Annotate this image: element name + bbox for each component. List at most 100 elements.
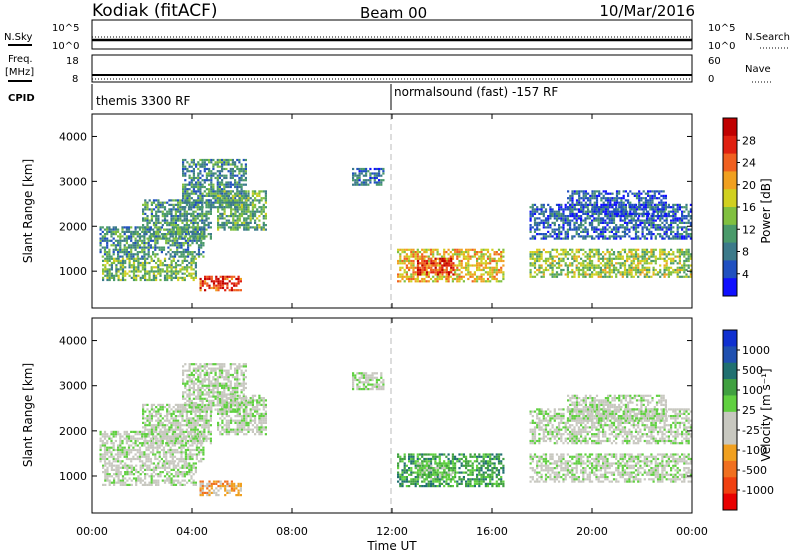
power-cell — [247, 226, 250, 229]
power-cell — [162, 248, 166, 251]
power-cell — [99, 248, 102, 251]
power-cell — [678, 262, 681, 265]
power-cell — [478, 277, 481, 281]
power-cell — [117, 278, 120, 282]
power-cell — [606, 203, 609, 206]
power-cell — [221, 163, 224, 166]
velocity-cell — [136, 433, 139, 436]
power-cell — [227, 170, 230, 173]
power-cell — [181, 233, 184, 236]
power-cell — [195, 163, 198, 166]
power-cell — [531, 203, 534, 206]
velocity-cell — [141, 460, 144, 463]
power-cell — [242, 167, 245, 171]
power-cell — [645, 248, 649, 251]
power-cell — [234, 179, 237, 182]
power-cell — [529, 264, 532, 267]
power-cell — [168, 212, 171, 215]
power-cell — [687, 251, 690, 254]
power-cell — [650, 217, 653, 220]
power-cell — [577, 271, 580, 274]
power-cell — [553, 255, 556, 258]
velocity-cell — [112, 444, 115, 447]
power-cell — [612, 233, 616, 236]
velocity-cell — [149, 451, 152, 454]
power-cell — [560, 273, 563, 276]
power-cell — [676, 235, 679, 238]
power-cell — [218, 197, 221, 200]
power-cell — [427, 257, 430, 260]
power-cell — [160, 226, 163, 229]
velocity-cell — [188, 464, 191, 467]
power-cell — [558, 253, 561, 256]
power-cell — [258, 210, 261, 213]
power-cell — [201, 194, 204, 197]
power-cell — [599, 235, 602, 238]
velocity-cell — [110, 442, 113, 445]
power-cell — [103, 246, 107, 249]
power-cell — [441, 266, 444, 269]
power-cell — [462, 253, 465, 256]
power-cell — [410, 273, 413, 276]
power-cell — [632, 259, 635, 263]
power-cell — [223, 158, 226, 162]
power-cell — [630, 264, 633, 267]
power-cell — [106, 233, 109, 236]
power-cell — [194, 274, 197, 277]
power-cell — [540, 255, 543, 258]
power-cell — [465, 266, 468, 269]
power-cell — [674, 217, 677, 220]
power-cell — [497, 268, 501, 272]
velocity-cell — [119, 435, 122, 438]
velocity-cell — [121, 439, 124, 443]
power-cell — [445, 264, 448, 267]
power-cell — [214, 201, 217, 204]
power-cell — [130, 246, 133, 249]
power-cell — [598, 208, 601, 211]
velocity-cell — [169, 453, 172, 456]
power-cell — [249, 203, 252, 206]
power-echo-region-9 — [417, 257, 455, 276]
power-cell — [369, 167, 372, 171]
power-cell — [227, 219, 231, 222]
power-cell — [450, 257, 453, 260]
power-cell — [205, 212, 208, 215]
power-cell — [251, 203, 254, 206]
power-cell — [637, 217, 640, 220]
power-cell — [586, 206, 589, 209]
power-cell — [610, 248, 613, 251]
power-cell — [549, 210, 552, 213]
power-cell — [670, 257, 673, 260]
power-cell — [687, 264, 690, 267]
power-cell — [194, 210, 197, 213]
power-cell — [183, 228, 186, 231]
power-cell — [205, 158, 208, 162]
velocity-cell — [108, 462, 111, 465]
power-cell — [436, 248, 439, 251]
power-cell — [591, 251, 594, 254]
power-cell — [243, 212, 246, 215]
power-cell — [185, 215, 188, 218]
power-cell — [597, 217, 600, 220]
power-cell — [672, 203, 675, 206]
power-cell — [667, 251, 670, 254]
velocity-cell — [130, 468, 133, 471]
nave-label: Nave — [745, 64, 771, 75]
power-cell — [549, 217, 552, 220]
power-cell — [425, 280, 428, 283]
power-cell — [110, 255, 113, 258]
power-cell — [586, 228, 589, 231]
power-cell — [672, 219, 675, 222]
power-cell — [582, 219, 585, 222]
power-cell — [538, 255, 541, 258]
power-cell — [566, 253, 569, 256]
power-cell — [382, 179, 385, 182]
power-cell — [190, 208, 193, 211]
power-cell — [560, 215, 563, 218]
power-cell — [648, 217, 651, 220]
power-cell — [615, 233, 618, 236]
power-cell — [642, 210, 645, 213]
power-cell — [199, 206, 202, 209]
power-cell — [245, 226, 248, 229]
power-cell — [208, 170, 211, 173]
